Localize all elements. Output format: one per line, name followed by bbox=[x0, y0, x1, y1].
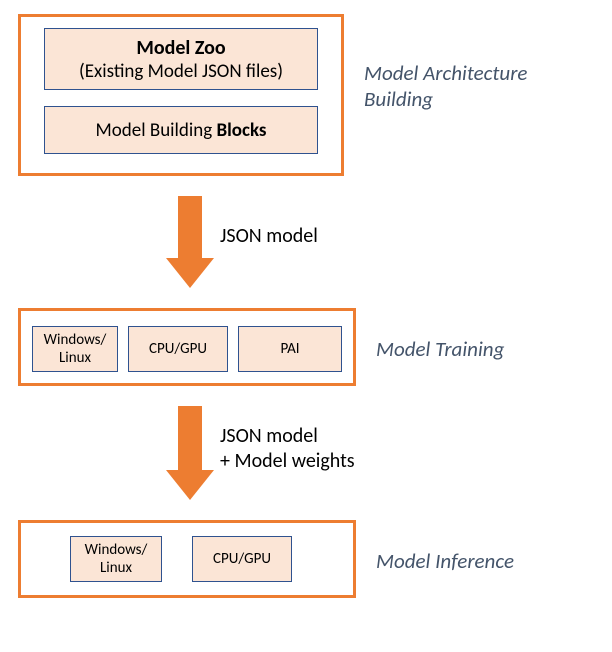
arrow1-label: JSON model bbox=[220, 224, 318, 249]
arrow2-head bbox=[166, 470, 214, 500]
model-zoo-box: Model Zoo (Existing Model JSON files) bbox=[44, 28, 318, 90]
stage3-windows-l2: Linux bbox=[100, 559, 132, 577]
model-blocks-box: Model Building Blocks bbox=[44, 106, 318, 154]
arrow1-head bbox=[166, 258, 214, 288]
model-blocks-line: Model Building Blocks bbox=[96, 119, 267, 142]
stage2-windows-l1: Windows/ bbox=[44, 331, 107, 349]
stage1-label-l1: Model Architecture bbox=[364, 60, 527, 86]
arrow1-label-l1: JSON model bbox=[220, 224, 318, 249]
stage3-cpugpu-l1: CPU/GPU bbox=[213, 550, 271, 568]
stage3-windows-box: Windows/ Linux bbox=[70, 536, 162, 582]
stage3-cpugpu-box: CPU/GPU bbox=[192, 536, 292, 582]
stage2-windows-l2: Linux bbox=[59, 349, 91, 367]
stage2-label-l1: Model Training bbox=[376, 336, 504, 362]
arrow2-label-l1: JSON model bbox=[220, 424, 355, 449]
model-zoo-line1: Model Zoo bbox=[136, 36, 225, 60]
stage2-cpugpu-l1: CPU/GPU bbox=[149, 340, 207, 358]
arrow1-shaft bbox=[178, 196, 202, 258]
stage3-windows-l1: Windows/ bbox=[85, 541, 148, 559]
stage1-label-l2: Building bbox=[364, 86, 527, 112]
model-blocks-bold: Blocks bbox=[216, 119, 266, 142]
stage2-cpugpu-box: CPU/GPU bbox=[128, 326, 228, 372]
arrow2-label: JSON model + Model weights bbox=[220, 424, 355, 474]
stage3-label: Model Inference bbox=[376, 548, 514, 574]
stage3-label-l1: Model Inference bbox=[376, 548, 514, 574]
stage2-pai-l1: PAI bbox=[280, 340, 299, 358]
arrow2-shaft bbox=[178, 406, 202, 470]
stage1-label: Model Architecture Building bbox=[364, 60, 527, 113]
model-zoo-bold: Model Zoo bbox=[136, 36, 225, 60]
model-blocks-pre: Model Building bbox=[96, 119, 217, 142]
stage2-label: Model Training bbox=[376, 336, 504, 362]
stage3-box bbox=[18, 520, 356, 598]
stage2-pai-box: PAI bbox=[238, 326, 342, 372]
arrow2-label-l2: + Model weights bbox=[220, 449, 355, 474]
stage2-windows-box: Windows/ Linux bbox=[32, 326, 118, 372]
model-zoo-line2: (Existing Model JSON files) bbox=[79, 60, 283, 83]
